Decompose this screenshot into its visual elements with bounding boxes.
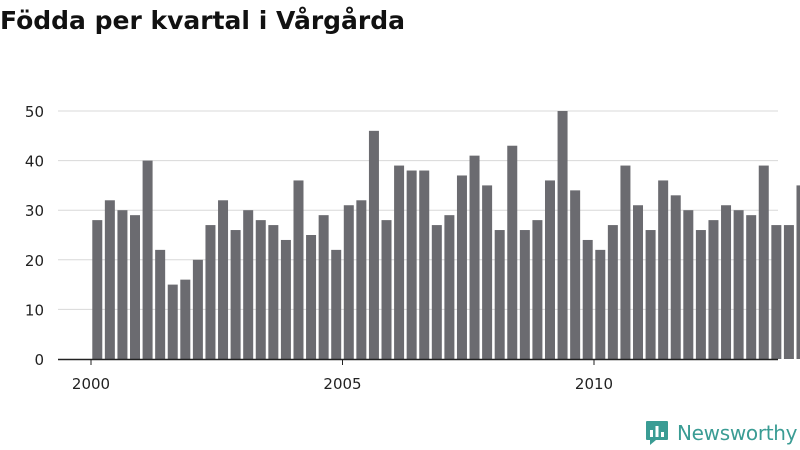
bar [758, 165, 769, 359]
bar [104, 200, 115, 359]
bar [280, 239, 291, 359]
bar [243, 210, 254, 359]
bar [444, 215, 455, 359]
bar [519, 230, 530, 359]
bar [494, 230, 505, 359]
bar [155, 249, 166, 359]
bar [507, 145, 518, 359]
bar [595, 249, 606, 359]
bar [268, 225, 279, 359]
x-tick-label: 2005 [323, 375, 361, 393]
bar [167, 284, 178, 359]
bars [92, 111, 800, 359]
y-tick-label: 20 [25, 252, 44, 270]
y-tick-label: 50 [25, 103, 44, 121]
bar [406, 170, 417, 359]
bar [394, 165, 405, 359]
bar [142, 160, 153, 359]
bar [419, 170, 430, 359]
bar [670, 195, 681, 359]
bar [218, 200, 229, 359]
y-tick-label: 0 [34, 351, 44, 369]
bar [544, 180, 555, 359]
bar [456, 175, 467, 359]
grid-lines [58, 110, 778, 310]
bar [607, 225, 618, 359]
bar [582, 239, 593, 359]
bar [356, 200, 367, 359]
brand-name: Newsworthy [677, 421, 798, 445]
bar [318, 215, 329, 359]
bar [695, 230, 706, 359]
y-axis-ticks: 0 10 20 30 40 50 [25, 103, 44, 369]
newsworthy-logo-icon [646, 421, 668, 445]
bar [230, 230, 241, 359]
bar [180, 279, 191, 359]
chart-title: Födda per kvartal i Vårgårda [0, 6, 406, 35]
bar [532, 220, 543, 359]
bar [343, 205, 354, 359]
bar [570, 190, 581, 359]
bar [771, 225, 782, 359]
bar [746, 215, 757, 359]
bar [381, 220, 392, 359]
newsworthy-brand[interactable]: Newsworthy [645, 420, 798, 446]
bar [331, 249, 342, 359]
bar [721, 205, 732, 359]
bar [117, 210, 128, 359]
bar [633, 205, 644, 359]
bar [733, 210, 744, 359]
bar [783, 225, 794, 359]
bar [708, 220, 719, 359]
bar [306, 235, 317, 359]
bar [92, 220, 103, 359]
y-tick-label: 10 [25, 301, 44, 319]
bar [469, 155, 480, 359]
bar [293, 180, 304, 359]
bar [482, 185, 493, 359]
bar [255, 220, 266, 359]
bar [192, 259, 203, 359]
bar [645, 230, 656, 359]
x-tick-label: 2000 [72, 375, 110, 393]
bar [620, 165, 631, 359]
bar [683, 210, 694, 359]
y-tick-label: 40 [25, 153, 44, 171]
bar [130, 215, 141, 359]
bar [368, 130, 379, 359]
x-tick-label: 2010 [575, 375, 613, 393]
bar [557, 111, 568, 359]
bar [796, 185, 800, 359]
bar [431, 225, 442, 359]
x-axis-ticks: 200020052010201520202025 [72, 359, 613, 393]
bar [658, 180, 669, 359]
y-tick-label: 30 [25, 202, 44, 220]
bar [205, 225, 216, 359]
